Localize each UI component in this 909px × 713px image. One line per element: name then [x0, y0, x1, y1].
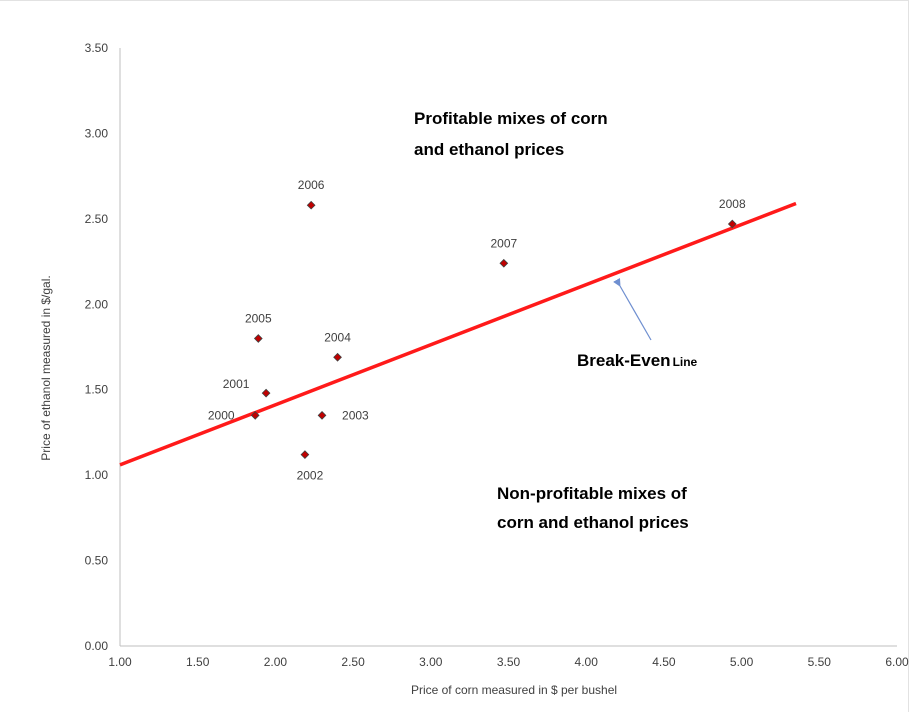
- break-even-label-main: Break-Even: [577, 351, 671, 370]
- point-label: 2004: [324, 330, 351, 344]
- data-point: [333, 352, 342, 362]
- data-point: [306, 200, 316, 210]
- break-even-line: [119, 201, 797, 467]
- y-axis-title: Price of ethanol measured in $/gal.: [39, 275, 53, 460]
- y-tick-label: 2.50: [85, 212, 109, 226]
- x-tick-label: 3.00: [419, 655, 443, 669]
- y-tick-label: 1.00: [85, 468, 109, 482]
- point-label: 2002: [297, 469, 324, 483]
- point-label: 2006: [298, 178, 325, 192]
- point-label: 2000: [208, 408, 235, 422]
- x-tick-label: 4.50: [652, 655, 676, 669]
- y-tick-label: 0.50: [85, 554, 109, 568]
- x-tick-label: 1.50: [186, 655, 210, 669]
- point-label: 2003: [342, 408, 369, 422]
- break-even-label: Break-Even Line: [577, 351, 698, 370]
- point-label: 2001: [223, 377, 250, 391]
- x-tick-label: 4.00: [575, 655, 599, 669]
- break-even-arrow: [613, 277, 652, 341]
- x-tick-label: 5.50: [808, 655, 832, 669]
- data-point: [300, 450, 310, 460]
- point-label: 2007: [490, 236, 517, 250]
- x-tick-label: 5.00: [730, 655, 754, 669]
- x-tick-label: 3.50: [497, 655, 521, 669]
- axes: [119, 48, 897, 647]
- y-tick-label: 3.00: [85, 126, 109, 140]
- data-point: [250, 410, 260, 420]
- point-label: 2005: [245, 311, 272, 325]
- data-point: [253, 334, 263, 343]
- region-label-nonprofitable-2: corn and ethanol prices: [497, 513, 689, 532]
- x-tick-label: 1.00: [108, 655, 132, 669]
- data-points: [250, 200, 737, 460]
- y-tick-label: 1.50: [85, 383, 109, 397]
- data-point: [499, 258, 509, 268]
- y-tick-label: 3.50: [85, 41, 109, 55]
- point-labels: 2000 2001 2002 2003 2004 2005 2006 2007 2008: [208, 178, 746, 482]
- data-point: [727, 219, 737, 229]
- tick-labels: 1.00 1.50 2.00 2.50 3.00 3.50 4.00 4.50 5.00 5.50…: [85, 41, 909, 669]
- data-point: [261, 388, 271, 398]
- region-label-nonprofitable-1: Non-profitable mixes of: [497, 484, 687, 503]
- x-tick-label: 6.00: [885, 655, 909, 669]
- point-label: 2008: [719, 197, 746, 211]
- data-point: [317, 410, 327, 420]
- break-even-label-suffix: Line: [673, 355, 698, 369]
- x-tick-label: 2.50: [341, 655, 365, 669]
- x-axis-title: Price of corn measured in $ per bushel: [411, 683, 617, 697]
- region-label-profitable-1: Profitable mixes of corn: [414, 109, 608, 128]
- x-tick-label: 2.00: [264, 655, 288, 669]
- y-tick-label: 2.00: [85, 297, 109, 311]
- y-tick-label: 0.00: [85, 639, 109, 653]
- region-label-profitable-2: and ethanol prices: [414, 140, 564, 159]
